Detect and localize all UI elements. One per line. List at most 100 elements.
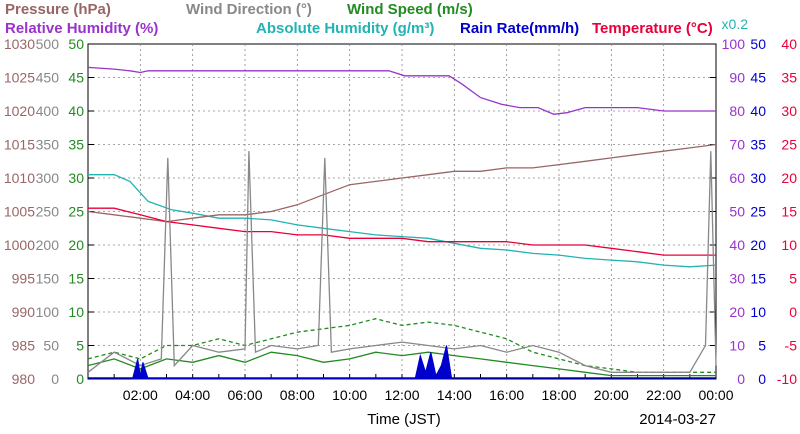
y-tick-label-pressure: 1005: [4, 204, 35, 220]
y-tick-label-temperature: 30: [781, 103, 797, 119]
y-tick-label-pressure: 1020: [4, 103, 35, 119]
y-tick-label-rain_rate: 40: [750, 103, 766, 119]
y-tick-label-wind_direction: 200: [36, 237, 60, 253]
y-tick-label-pressure: 1030: [4, 36, 35, 52]
y-tick-label-wind_speed: 25: [68, 204, 84, 220]
y-tick-label-temperature: 0: [789, 304, 797, 320]
y-tick-label-pressure: 1000: [4, 237, 35, 253]
left-axes: 9809859909951000100510101015102010251030…: [4, 36, 84, 387]
legend-entry: Pressure (hPa): [5, 1, 111, 18]
y-tick-label-wind_direction: 450: [36, 70, 60, 86]
right-axes: 0102030405060708090100051015202530354045…: [722, 36, 798, 387]
y-tick-label-humidity: 10: [729, 338, 745, 354]
y-tick-label-humidity: 90: [729, 70, 745, 86]
y-tick-label-wind_speed: 45: [68, 70, 84, 86]
y-tick-label-temperature: 10: [781, 237, 797, 253]
y-tick-label-temperature: 20: [781, 170, 797, 186]
legend-entry: Wind Direction (°): [186, 1, 312, 18]
x-tick-label: 06:00: [227, 387, 262, 403]
series-pressure-hpa: [87, 143, 717, 223]
legend-entry: Absolute Humidity (g/m³): [256, 20, 434, 37]
y-tick-label-rain_rate: 10: [750, 304, 766, 320]
series-temperature-c: [88, 207, 716, 256]
y-tick-label-humidity: 50: [729, 204, 745, 220]
x-tick-label: 00:00: [698, 387, 733, 403]
y-tick-label-wind_direction: 500: [36, 36, 60, 52]
x-tick-label: 22:00: [646, 387, 681, 403]
y-tick-label-humidity: 70: [729, 137, 745, 153]
legend-entry: Wind Speed (m/s): [347, 1, 473, 18]
x-axis: 02:00 04:00 06:00 08:00 10:00 12:00 14:00 16:00…: [123, 387, 734, 403]
x-tick-label: 02:00: [123, 387, 158, 403]
y-tick-label-wind_speed: 0: [76, 371, 84, 387]
x-tick-label: 14:00: [437, 387, 472, 403]
y-tick-label-wind_direction: 250: [36, 204, 60, 220]
x-axis-label: Time (JST): [367, 411, 441, 428]
y-tick-label-wind_direction: 300: [36, 170, 60, 186]
series-relative-humidity: [87, 66, 716, 115]
legend-entry: Rain Rate(mm/h): [460, 20, 579, 37]
x-tick-label: 08:00: [280, 387, 315, 403]
x-tick-label: 20:00: [594, 387, 629, 403]
legend-entry: Temperature (°C): [592, 20, 713, 37]
y-tick-label-rain_rate: 30: [750, 170, 766, 186]
y-tick-label-temperature: 25: [781, 137, 797, 153]
y-tick-label-pressure: 985: [12, 338, 36, 354]
y-tick-label-pressure: 990: [12, 304, 36, 320]
legend: Pressure (hPa) Wind Direction (°) Wind Spe…: [5, 1, 713, 37]
x-tick-label: 04:00: [175, 387, 210, 403]
y-tick-label-rain_rate: 45: [750, 70, 766, 86]
series-wind-speed-m-s: [87, 351, 716, 377]
y-tick-label-pressure: 980: [12, 371, 36, 387]
y-tick-label-pressure: 1015: [4, 137, 35, 153]
series-wind-speed-m-s: [87, 318, 716, 373]
y-tick-label-pressure: 1025: [4, 70, 35, 86]
x-tick-label: 10:00: [332, 387, 367, 403]
x-tick-label: 12:00: [384, 387, 419, 403]
y-tick-label-wind_speed: 15: [68, 271, 84, 287]
series-absolute-humidity-g-m: [88, 174, 717, 268]
y-tick-label-temperature: 40: [781, 36, 797, 52]
y-tick-label-rain_rate: 20: [750, 237, 766, 253]
y-tick-label-wind_direction: 100: [36, 304, 60, 320]
series-wind-direction: [87, 151, 717, 373]
y-tick-label-wind_speed: 35: [68, 137, 84, 153]
series-layer: [87, 66, 717, 380]
y-tick-label-rain_rate: 5: [758, 338, 766, 354]
date-label: 2014-03-27: [639, 411, 716, 428]
y-tick-label-temperature: 15: [781, 204, 797, 220]
y-tick-label-temperature: 5: [789, 271, 797, 287]
scale-note: x0.2: [722, 16, 749, 32]
y-tick-label-temperature: 35: [781, 70, 797, 86]
y-tick-label-wind_direction: 150: [36, 271, 60, 287]
y-tick-label-wind_speed: 10: [68, 304, 84, 320]
legend-entry: Relative Humidity (%): [5, 20, 158, 37]
y-tick-label-rain_rate: 35: [750, 137, 766, 153]
y-tick-label-humidity: 0: [737, 371, 745, 387]
plot-area: [87, 43, 717, 380]
y-tick-label-wind_speed: 30: [68, 170, 84, 186]
y-tick-label-temperature: -5: [785, 338, 798, 354]
y-tick-label-wind_speed: 5: [76, 338, 84, 354]
y-tick-label-rain_rate: 15: [750, 271, 766, 287]
y-tick-label-pressure: 1010: [4, 170, 35, 186]
y-tick-label-rain_rate: 50: [750, 36, 766, 52]
y-tick-label-humidity: 30: [729, 271, 745, 287]
y-tick-label-wind_direction: 350: [36, 137, 60, 153]
y-tick-label-wind_direction: 0: [51, 371, 59, 387]
y-tick-label-wind_speed: 50: [68, 36, 84, 52]
y-tick-label-wind_speed: 40: [68, 103, 84, 119]
y-tick-label-humidity: 80: [729, 103, 745, 119]
y-tick-label-wind_direction: 50: [43, 338, 59, 354]
y-tick-label-wind_speed: 20: [68, 237, 84, 253]
y-tick-label-wind_direction: 400: [36, 103, 60, 119]
y-tick-label-rain_rate: 25: [750, 204, 766, 220]
x-tick-label: 18:00: [541, 387, 576, 403]
y-tick-label-pressure: 995: [12, 271, 36, 287]
y-tick-label-humidity: 20: [729, 304, 745, 320]
series-rain-rate-mm-h: [131, 345, 453, 380]
y-tick-label-temperature: -10: [777, 371, 797, 387]
x-tick-label: 16:00: [489, 387, 524, 403]
y-tick-label-humidity: 100: [722, 36, 746, 52]
